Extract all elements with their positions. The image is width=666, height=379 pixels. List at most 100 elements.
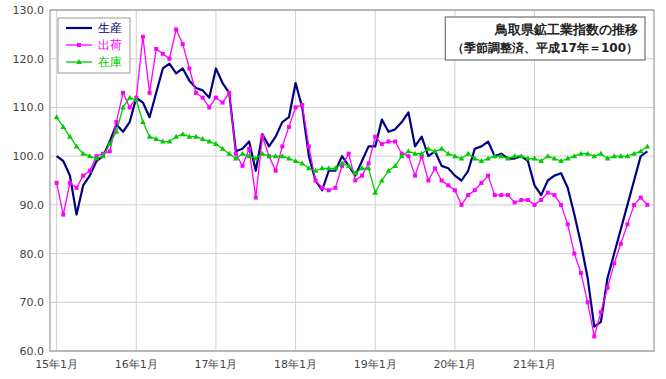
x-tick-label: 15年1月 [35, 358, 78, 371]
series-marker [120, 104, 126, 109]
series-marker [366, 165, 372, 170]
series-marker [260, 135, 264, 139]
series-marker [492, 153, 498, 158]
series-marker [452, 153, 458, 158]
series-marker [247, 147, 251, 151]
series-marker [525, 156, 531, 161]
y-tick-label: 120.0 [13, 53, 45, 66]
series-marker [559, 203, 563, 207]
series-marker [226, 151, 232, 156]
series-marker [240, 164, 244, 168]
series-marker [75, 186, 79, 190]
series-marker [294, 105, 298, 109]
series-marker [611, 153, 617, 158]
series-marker [585, 151, 591, 156]
series-marker [94, 156, 100, 161]
series-marker [246, 153, 252, 158]
series-marker [373, 135, 377, 139]
x-grid-line [215, 10, 216, 351]
series-marker [313, 168, 319, 173]
series-marker [266, 153, 272, 158]
series-marker [333, 165, 339, 170]
series-marker [479, 158, 485, 163]
series-marker [486, 174, 490, 178]
series-marker [625, 153, 631, 158]
series-marker [625, 222, 629, 226]
series-marker [187, 134, 193, 139]
series-marker [147, 134, 153, 139]
x-tick-label: 20年1月 [433, 358, 476, 371]
series-marker [638, 148, 644, 153]
series-marker [153, 136, 159, 141]
legend-label: 在庫 [98, 55, 122, 69]
series-marker [121, 91, 125, 95]
y-grid-line [50, 156, 654, 157]
x-grid-line [136, 10, 137, 351]
series-marker [360, 174, 364, 178]
series-marker [68, 181, 72, 185]
series-marker [234, 152, 238, 156]
subtitle: （季節調整済、平成17年＝100） [452, 41, 638, 55]
series-marker [81, 174, 85, 178]
series-marker [605, 156, 611, 161]
y-tick-label: 130.0 [13, 4, 45, 17]
series-marker [513, 200, 517, 204]
legend-marker [76, 59, 82, 64]
series-marker [326, 165, 332, 170]
series-marker [433, 166, 437, 170]
series-marker [141, 35, 145, 39]
series-marker [200, 136, 206, 141]
series-marker [313, 179, 317, 183]
series-marker [88, 169, 92, 173]
series-marker [307, 144, 311, 148]
series-marker [512, 153, 518, 158]
series-marker [499, 153, 505, 158]
series-marker [445, 151, 451, 156]
series-marker [459, 156, 465, 161]
series-marker [181, 42, 185, 46]
series-marker [60, 124, 66, 129]
series-marker [472, 156, 478, 161]
series-marker [645, 203, 649, 207]
series-marker [160, 139, 166, 144]
series-marker [221, 101, 225, 105]
series-marker [586, 300, 590, 304]
series-marker [632, 203, 636, 207]
series-marker [399, 153, 405, 158]
series-marker [460, 203, 464, 207]
series-marker [506, 193, 510, 197]
series-marker [645, 143, 651, 148]
series-marker [519, 198, 523, 202]
series-marker [67, 134, 73, 139]
series-marker [133, 97, 139, 102]
series-marker [280, 144, 284, 148]
series-marker [273, 153, 279, 158]
series-marker [426, 146, 432, 151]
series-marker [353, 179, 357, 183]
series-marker [127, 95, 133, 100]
series-0 [57, 64, 648, 327]
series-marker [280, 153, 286, 158]
series-marker [618, 153, 624, 158]
series-marker [552, 156, 558, 161]
series-marker [565, 156, 571, 161]
series-1 [55, 27, 650, 338]
series-marker [599, 310, 603, 314]
x-tick-label: 16年1月 [115, 358, 158, 371]
series-marker [392, 163, 398, 168]
series-marker [479, 181, 483, 185]
series-marker [114, 129, 120, 134]
series-marker [233, 156, 239, 161]
series-marker [406, 154, 410, 158]
series-group [54, 27, 650, 338]
series-marker [207, 105, 211, 109]
series-marker [214, 96, 218, 100]
y-tick-label: 80.0 [20, 248, 45, 261]
series-marker [446, 183, 450, 187]
series-marker [286, 156, 292, 161]
series-marker [532, 156, 538, 161]
series-marker [591, 153, 597, 158]
series-marker [538, 158, 544, 163]
series-marker [254, 196, 258, 200]
y-tick-label: 110.0 [13, 101, 45, 114]
